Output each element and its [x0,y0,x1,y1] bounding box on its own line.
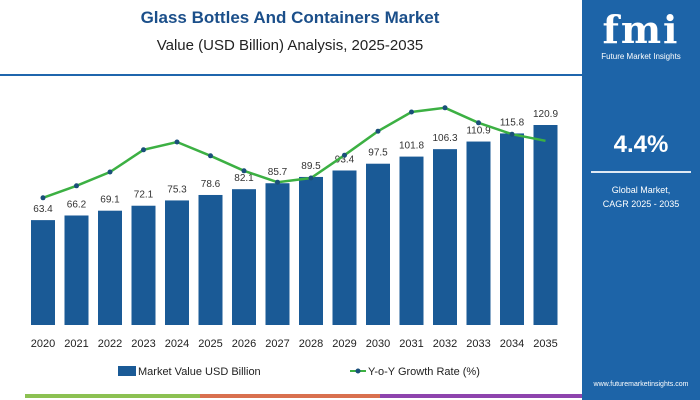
growth-point-2028 [308,175,314,181]
cagr-divider [591,171,691,173]
bar-label-2020: 63.4 [33,204,53,215]
bar-2023 [131,205,156,325]
legend-bar-swatch [118,366,136,376]
bar-2022 [98,210,122,325]
x-tick-2033: 2033 [466,338,490,350]
growth-point-2034 [509,131,515,137]
fmi-logo: fmi [602,7,680,52]
bar-label-2028: 89.5 [301,161,321,172]
x-tick-2031: 2031 [399,338,423,350]
bar-label-2027: 85.7 [268,167,288,178]
bar-label-2023: 72.1 [134,190,154,201]
chart-title: Glass Bottles And Containers Market [140,8,440,27]
bar-2034 [500,133,524,325]
bar-2024 [165,200,189,325]
legend-line-marker [355,368,361,374]
bar-2026 [232,189,256,325]
x-tick-2020: 2020 [31,338,55,350]
x-tick-2023: 2023 [131,338,155,350]
bar-2030 [366,163,390,325]
bar-label-2032: 106.3 [432,133,457,144]
legend-bar-label: Market Value USD Billion [138,366,261,378]
growth-point-2030 [375,128,381,134]
cagr-value: 4.4% [613,131,669,158]
x-tick-2030: 2030 [366,338,390,350]
bar-2035 [533,125,558,325]
bar-2033 [466,141,491,325]
growth-point-2027 [275,179,280,185]
bar-2029 [332,170,357,325]
cagr-label-2: CAGR 2025 - 2035 [602,199,680,209]
x-tick-2022: 2022 [98,338,122,350]
footer-strip-orange [200,394,380,398]
bar-label-2026: 82.1 [234,173,254,184]
footer-strip-green [25,394,200,398]
bar-label-2035: 120.9 [533,109,558,120]
chart-subtitle: Value (USD Billion) Analysis, 2025-2035 [156,37,424,54]
bar-2028 [299,176,323,325]
x-tick-2025: 2025 [198,338,222,350]
title-divider [0,74,582,76]
bar-label-2031: 101.8 [399,141,424,152]
growth-point-2022 [107,169,113,175]
bar-2020 [31,220,55,325]
growth-point-2033 [476,120,481,126]
growth-point-2026 [241,168,247,174]
legend: Market Value USD Billion Y-o-Y Growth Ra… [118,366,480,378]
x-tick-2034: 2034 [500,338,524,350]
x-tick-2026: 2026 [232,338,256,350]
x-tick-2035: 2035 [533,338,557,350]
growth-point-2020 [40,195,46,201]
bar-label-2034: 115.8 [500,117,525,128]
x-tick-2027: 2027 [265,338,289,350]
bar-2031 [399,156,424,325]
bar-2021 [64,215,89,325]
website-link[interactable]: www.futuremarketinsights.com [593,381,689,388]
x-tick-2021: 2021 [64,338,88,350]
summary-panel: fmi Future Market Insights 4.4% Global M… [582,0,700,400]
x-tick-2024: 2024 [165,338,189,350]
x-tick-2028: 2028 [299,338,323,350]
growth-point-2023 [141,147,146,153]
bar-label-2021: 66.2 [67,199,87,210]
growth-point-2025 [208,153,213,159]
x-tick-2029: 2029 [332,338,356,350]
bar-label-2033: 110.9 [466,126,491,137]
brand-name: Future Market Insights [601,52,681,61]
growth-point-2031 [409,109,414,115]
cagr-label-1: Global Market, [611,185,671,195]
x-tick-2032: 2032 [433,338,457,350]
bar-label-2024: 75.3 [167,184,187,195]
footer-strip-purple [380,394,582,398]
bar-2032 [433,149,457,325]
bar-label-2030: 97.5 [368,148,388,159]
bar-label-2022: 69.1 [100,195,120,206]
growth-point-2024 [174,139,180,145]
growth-point-2032 [442,105,448,111]
bar-2025 [198,194,223,325]
legend-line-label: Y-o-Y Growth Rate (%) [368,366,480,378]
growth-point-2021 [74,183,79,189]
chart-plot: 63.4 66.2 69.1 72.1 75.3 78.6 82.1 85.7 89.5 93.4… [31,105,558,378]
bar-2027 [265,183,290,325]
bar-label-2029: 93.4 [335,154,355,165]
bar-label-2025: 78.6 [201,179,221,190]
growth-point-2029 [342,152,347,158]
growth-rate-line [42,106,546,199]
